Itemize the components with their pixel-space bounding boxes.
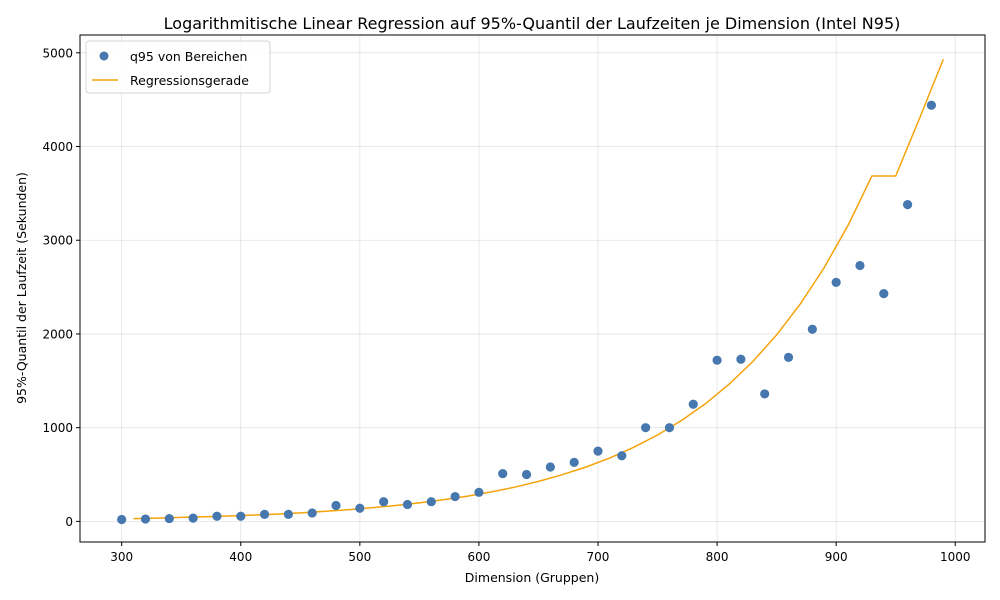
legend-box bbox=[85, 40, 271, 94]
data-point bbox=[831, 277, 841, 288]
y-axis-ticks: 0 1000 2000 3000 4000 5000 bbox=[42, 46, 80, 529]
grid bbox=[80, 35, 985, 542]
data-point bbox=[355, 503, 365, 513]
data-point bbox=[736, 354, 746, 364]
x-tick-label: 800 bbox=[706, 550, 729, 564]
regression-line bbox=[133, 59, 944, 520]
data-point bbox=[688, 399, 698, 409]
data-point bbox=[379, 497, 389, 507]
y-tick-label: 3000 bbox=[42, 234, 73, 248]
x-tick-label: 600 bbox=[467, 550, 490, 564]
data-point bbox=[426, 497, 436, 507]
data-point bbox=[140, 514, 151, 524]
data-point bbox=[331, 500, 341, 511]
x-tick-label: 1000 bbox=[940, 550, 971, 564]
x-axis-ticks: 300 400 500 600 700 800 900 1000 bbox=[110, 542, 971, 564]
data-point bbox=[712, 355, 722, 365]
data-point bbox=[926, 100, 937, 110]
data-point bbox=[236, 511, 246, 521]
chart-title: Logarithmitische Linear Regression auf 9… bbox=[164, 14, 901, 33]
data-point bbox=[641, 423, 651, 433]
data-point bbox=[402, 499, 413, 510]
data-point bbox=[902, 200, 913, 210]
y-tick-label: 4000 bbox=[42, 140, 73, 154]
x-tick-label: 700 bbox=[587, 550, 610, 564]
data-point bbox=[164, 513, 174, 524]
data-point bbox=[474, 487, 484, 497]
y-tick-label: 1000 bbox=[42, 421, 73, 435]
x-tick-label: 900 bbox=[825, 550, 848, 564]
data-point bbox=[664, 423, 675, 433]
plot-frame bbox=[79, 34, 986, 543]
x-tick-label: 500 bbox=[348, 550, 371, 564]
data-point bbox=[855, 260, 865, 271]
data-point bbox=[283, 509, 293, 519]
scatter-points-layer bbox=[117, 100, 937, 525]
legend-label-line: Regressionsgerade bbox=[130, 73, 249, 88]
data-point bbox=[760, 389, 770, 399]
legend-scatter-marker bbox=[99, 51, 109, 61]
x-tick-label: 400 bbox=[229, 550, 252, 564]
data-point bbox=[212, 511, 222, 521]
regression-line-layer bbox=[133, 59, 944, 520]
data-point bbox=[259, 509, 270, 519]
data-point bbox=[307, 508, 317, 518]
data-point bbox=[617, 451, 627, 461]
legend: q95 von Bereichen Regressionsgerade bbox=[85, 40, 271, 94]
data-point bbox=[545, 462, 555, 472]
legend-label-scatter: q95 von Bereichen bbox=[130, 49, 247, 64]
data-point bbox=[498, 468, 508, 479]
data-point bbox=[807, 324, 817, 334]
x-tick-label: 300 bbox=[110, 550, 133, 564]
data-point bbox=[521, 469, 532, 480]
data-point bbox=[450, 491, 460, 502]
data-point bbox=[783, 352, 794, 362]
data-point bbox=[188, 513, 198, 523]
y-axis-label: 95%-Quantil der Laufzeit (Sekunden) bbox=[14, 172, 29, 404]
data-point bbox=[569, 457, 579, 467]
data-point bbox=[593, 446, 603, 456]
y-tick-label: 5000 bbox=[42, 46, 73, 60]
data-point bbox=[117, 514, 127, 525]
x-axis-label: Dimension (Gruppen) bbox=[465, 570, 599, 585]
y-tick-label: 2000 bbox=[42, 327, 73, 341]
y-tick-label: 0 bbox=[65, 515, 73, 529]
data-point bbox=[879, 289, 889, 299]
